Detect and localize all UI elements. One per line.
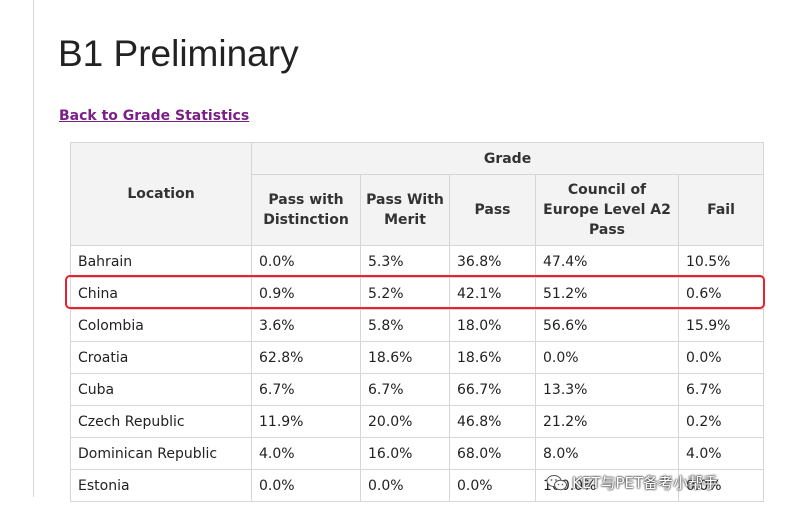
column-header-council-of-europe-a2-pass: Council of Europe Level A2 Pass: [535, 174, 679, 246]
fail-cell: 15.9%: [677, 309, 765, 342]
watermark: KET与PET备考小帮手: [546, 472, 718, 493]
table-row: Czech Republic 11.9% 20.0% 46.8% 21.2% 0…: [70, 405, 765, 438]
table-row: Croatia 62.8% 18.6% 18.6% 0.0% 0.0%: [70, 341, 765, 374]
table-row: Dominican Republic 4.0% 16.0% 68.0% 8.0%…: [70, 437, 765, 470]
location-cell: Czech Republic: [70, 405, 252, 438]
pass-with-merit-cell: 6.7%: [360, 373, 450, 406]
fail-cell: 0.0%: [677, 469, 765, 502]
table-row: China 0.9% 5.2% 42.1% 51.2% 0.6%: [70, 277, 765, 310]
location-cell: China: [70, 277, 252, 310]
fail-cell: 6.7%: [677, 373, 765, 406]
pass-with-merit-cell: 0.0%: [360, 469, 450, 502]
fail-cell: 0.6%: [677, 277, 765, 310]
pass-with-distinction-cell: 3.6%: [251, 309, 361, 342]
pass-with-distinction-cell: 0.9%: [251, 277, 361, 310]
pass-with-distinction-cell: 11.9%: [251, 405, 361, 438]
a2-pass-cell: 56.6%: [535, 309, 679, 342]
pass-with-distinction-cell: 4.0%: [251, 437, 361, 470]
a2-pass-cell: 21.2%: [535, 405, 679, 438]
pass-cell: 46.8%: [449, 405, 536, 438]
table-row: Estonia 0.0% 0.0% 0.0% 100.0% 0.0%: [70, 469, 765, 502]
fail-cell: 10.5%: [677, 245, 765, 278]
location-cell: Colombia: [70, 309, 252, 342]
column-header-pass-with-distinction: Pass with Distinction: [251, 174, 361, 246]
location-column-header: Location: [70, 142, 252, 246]
pass-cell: 42.1%: [449, 277, 536, 310]
location-cell: Cuba: [70, 373, 252, 406]
column-header-pass-with-merit: Pass With Merit: [360, 174, 450, 246]
location-cell: Estonia: [70, 469, 252, 502]
a2-pass-cell: 0.0%: [535, 341, 679, 374]
page-left-rule: [33, 0, 34, 497]
table-row: Cuba 6.7% 6.7% 66.7% 13.3% 6.7%: [70, 373, 765, 406]
pass-with-merit-cell: 16.0%: [360, 437, 450, 470]
a2-pass-cell: 13.3%: [535, 373, 679, 406]
page-title: B1 Preliminary: [58, 33, 299, 74]
grade-group-header: Grade: [250, 142, 765, 175]
pass-cell: 36.8%: [449, 245, 536, 278]
table-row: Bahrain 0.0% 5.3% 36.8% 47.4% 10.5%: [70, 245, 765, 278]
table-row: Colombia 3.6% 5.8% 18.0% 56.6% 15.9%: [70, 309, 765, 342]
a2-pass-cell: 8.0%: [535, 437, 679, 470]
wechat-icon: [546, 474, 568, 492]
grade-statistics-table: Location Grade Pass with Distinction Pas…: [70, 142, 765, 502]
location-cell: Dominican Republic: [70, 437, 252, 470]
location-cell: Croatia: [70, 341, 252, 374]
location-cell: Bahrain: [70, 245, 252, 278]
fail-cell: 4.0%: [677, 437, 765, 470]
watermark-text: KET与PET备考小帮手: [572, 474, 719, 492]
pass-cell: 0.0%: [449, 469, 536, 502]
a2-pass-cell: 47.4%: [535, 245, 679, 278]
pass-cell: 66.7%: [449, 373, 536, 406]
pass-with-distinction-cell: 0.0%: [251, 469, 361, 502]
pass-with-merit-cell: 5.3%: [360, 245, 450, 278]
back-to-grade-statistics-link[interactable]: Back to Grade Statistics: [59, 108, 250, 124]
column-header-pass: Pass: [449, 174, 536, 246]
pass-with-merit-cell: 5.8%: [360, 309, 450, 342]
a2-pass-cell: 51.2%: [535, 277, 679, 310]
pass-cell: 18.6%: [449, 341, 536, 374]
pass-with-distinction-cell: 62.8%: [251, 341, 361, 374]
fail-cell: 0.0%: [677, 341, 765, 374]
pass-cell: 68.0%: [449, 437, 536, 470]
pass-with-merit-cell: 5.2%: [360, 277, 450, 310]
pass-with-distinction-cell: 0.0%: [251, 245, 361, 278]
pass-with-distinction-cell: 6.7%: [251, 373, 361, 406]
pass-with-merit-cell: 20.0%: [360, 405, 450, 438]
pass-cell: 18.0%: [449, 309, 536, 342]
fail-cell: 0.2%: [677, 405, 765, 438]
column-header-fail: Fail: [677, 174, 765, 246]
pass-with-merit-cell: 18.6%: [360, 341, 450, 374]
